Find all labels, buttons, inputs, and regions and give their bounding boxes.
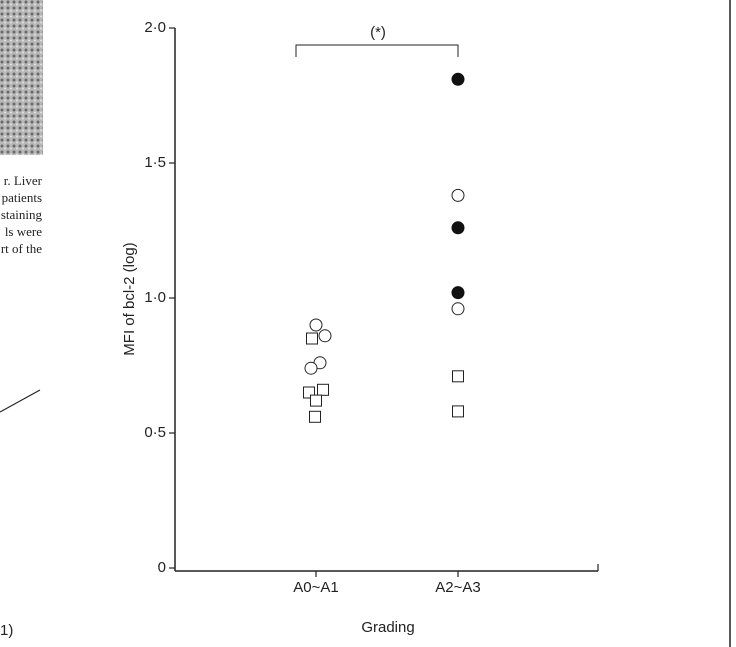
y-tick-label: 0: [158, 559, 166, 576]
y-axis-label: MFI of bcl-2 (log): [121, 242, 138, 355]
y-tick-label: 0·5: [144, 424, 166, 441]
text-fragment: ls were: [5, 224, 42, 239]
annotation: (*): [370, 24, 386, 41]
point: [452, 370, 464, 383]
point: [452, 405, 464, 418]
photo-fragment: [0, 0, 43, 155]
point: [451, 286, 465, 300]
point: [306, 332, 318, 345]
point: [451, 302, 465, 316]
point: [317, 383, 329, 396]
significance-bracket: [295, 44, 459, 57]
text-fragment: rt of the: [1, 241, 42, 256]
point: [318, 329, 332, 343]
x-tick-label: A0~A1: [293, 579, 338, 596]
point: [309, 318, 323, 332]
y-tick-label: 2·0: [144, 19, 166, 36]
text-fragment: staining: [1, 207, 43, 222]
x-tick-label: A2~A3: [435, 579, 480, 596]
line-fragment: [0, 389, 41, 413]
point: [303, 386, 315, 399]
point: [310, 394, 322, 407]
point: [309, 410, 321, 423]
point: [451, 72, 465, 86]
x-axis-label: Grading: [361, 619, 414, 636]
point: [451, 188, 465, 202]
text-fragment: r. Liver: [4, 173, 43, 188]
y-tick-label: 1·0: [144, 289, 166, 306]
y-tick-label: 1·5: [144, 154, 166, 171]
text-fragment: 1): [0, 622, 13, 639]
point: [304, 361, 318, 375]
point: [451, 221, 465, 235]
text-fragment: patients: [2, 190, 42, 205]
